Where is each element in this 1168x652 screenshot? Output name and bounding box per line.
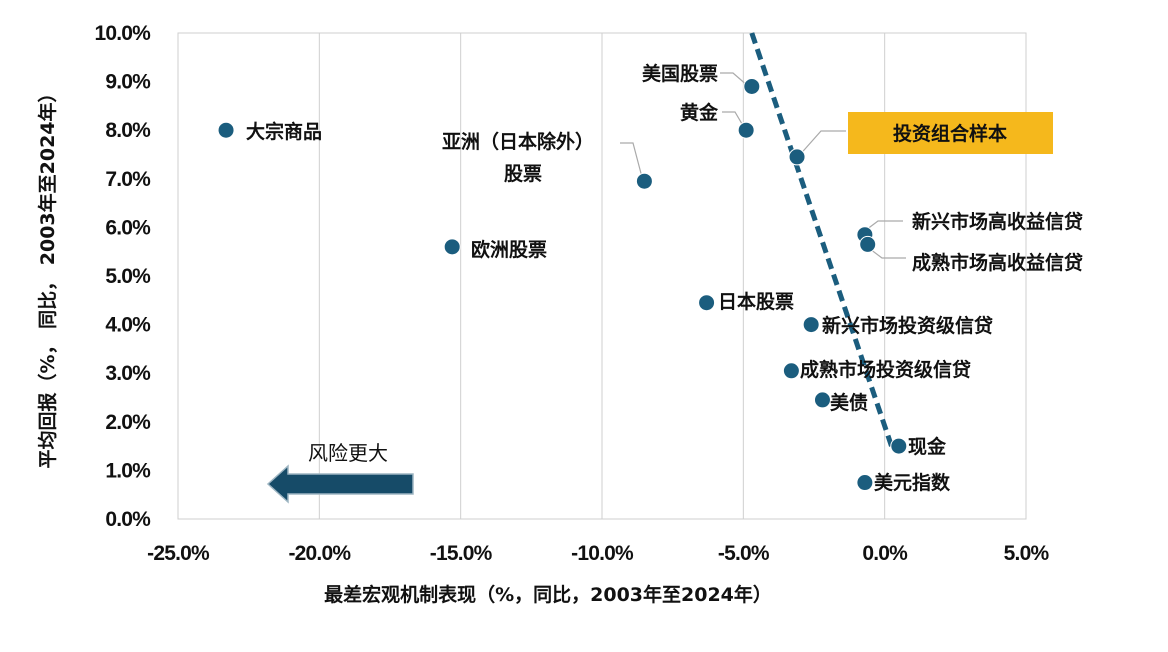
y-tick-label: 6.0% [105, 216, 151, 239]
y-tick-label: 10.0% [94, 22, 151, 45]
label-treasuries: 美债 [830, 391, 868, 414]
x-tick-label: 0.0% [862, 542, 908, 565]
y-tick-label: 9.0% [105, 71, 151, 94]
data-point [788, 148, 806, 166]
data-point [782, 362, 800, 380]
data-point [443, 238, 461, 256]
label-europe-equity: 欧洲股票 [471, 238, 547, 261]
y-axis-ticks: 0.0% 1.0% 2.0% 3.0% 4.0% 5.0% 6.0% 7.0% 8.0% 9.0%… [94, 22, 151, 531]
data-point [890, 437, 908, 455]
y-tick-label: 2.0% [105, 411, 151, 434]
x-tick-label: -10.0% [571, 542, 634, 565]
label-dm-ig: 成熟市场投资级信贷 [800, 358, 971, 381]
y-tick-label: 7.0% [105, 168, 151, 191]
label-asia-equity-line1: 亚洲（日本除外） [442, 130, 594, 153]
x-tick-label: -25.0% [147, 542, 210, 565]
y-tick-label: 0.0% [105, 508, 151, 531]
x-axis-label: 最差宏观机制表现（%，同比，2003年至2024年） [324, 583, 772, 606]
label-japan-equity: 日本股票 [718, 290, 794, 313]
y-tick-label: 8.0% [105, 119, 151, 142]
risk-annotation: 风险更大 [308, 441, 388, 465]
grid-lines [318, 33, 886, 519]
data-point [217, 121, 235, 139]
data-point [743, 77, 761, 95]
data-point [859, 235, 877, 253]
y-axis-label: 平均回报（%， 同比， 2003年至2024年） [36, 83, 59, 468]
label-dm-hy: 成熟市场高收益信贷 [912, 251, 1083, 274]
label-em-hy: 新兴市场高收益信贷 [912, 210, 1083, 233]
highlight-box [848, 112, 1053, 154]
y-tick-label: 5.0% [105, 265, 151, 288]
y-tick-label: 1.0% [105, 459, 151, 482]
data-point [802, 316, 820, 334]
x-axis-ticks: -25.0% -20.0% -15.0% -10.0% -5.0% 0.0% 5.0% [147, 542, 1050, 565]
label-em-ig: 新兴市场投资级信贷 [822, 314, 993, 337]
point-labels: 大宗商品 欧洲股票 亚洲（日本除外） 股票 美国股票 黄金 新兴市场高收益信贷 … [246, 62, 1083, 494]
trend-line [749, 32, 896, 452]
x-tick-label: 5.0% [1004, 542, 1050, 565]
y-tick-label: 4.0% [105, 314, 151, 337]
y-tick-label: 3.0% [105, 362, 151, 385]
x-tick-label: -20.0% [288, 542, 351, 565]
label-dxy: 美元指数 [874, 471, 951, 494]
data-point [856, 474, 874, 492]
leader-us-equity [720, 72, 749, 87]
label-commodities: 大宗商品 [246, 120, 322, 143]
highlight-label: 投资组合样本 [893, 122, 1007, 145]
data-points [217, 77, 908, 492]
risk-arrow [266, 464, 414, 504]
x-tick-label: -15.0% [430, 542, 493, 565]
data-point [737, 121, 755, 139]
x-tick-label: -5.0% [718, 542, 770, 565]
leader-portfolio [796, 130, 846, 159]
label-us-equity: 美国股票 [642, 62, 718, 85]
data-point [698, 294, 716, 312]
label-gold: 黄金 [680, 101, 719, 124]
label-asia-equity-line2: 股票 [504, 163, 542, 185]
label-cash: 现金 [908, 435, 947, 458]
data-point [635, 172, 653, 190]
data-point [813, 391, 831, 409]
leader-asia [620, 142, 644, 182]
